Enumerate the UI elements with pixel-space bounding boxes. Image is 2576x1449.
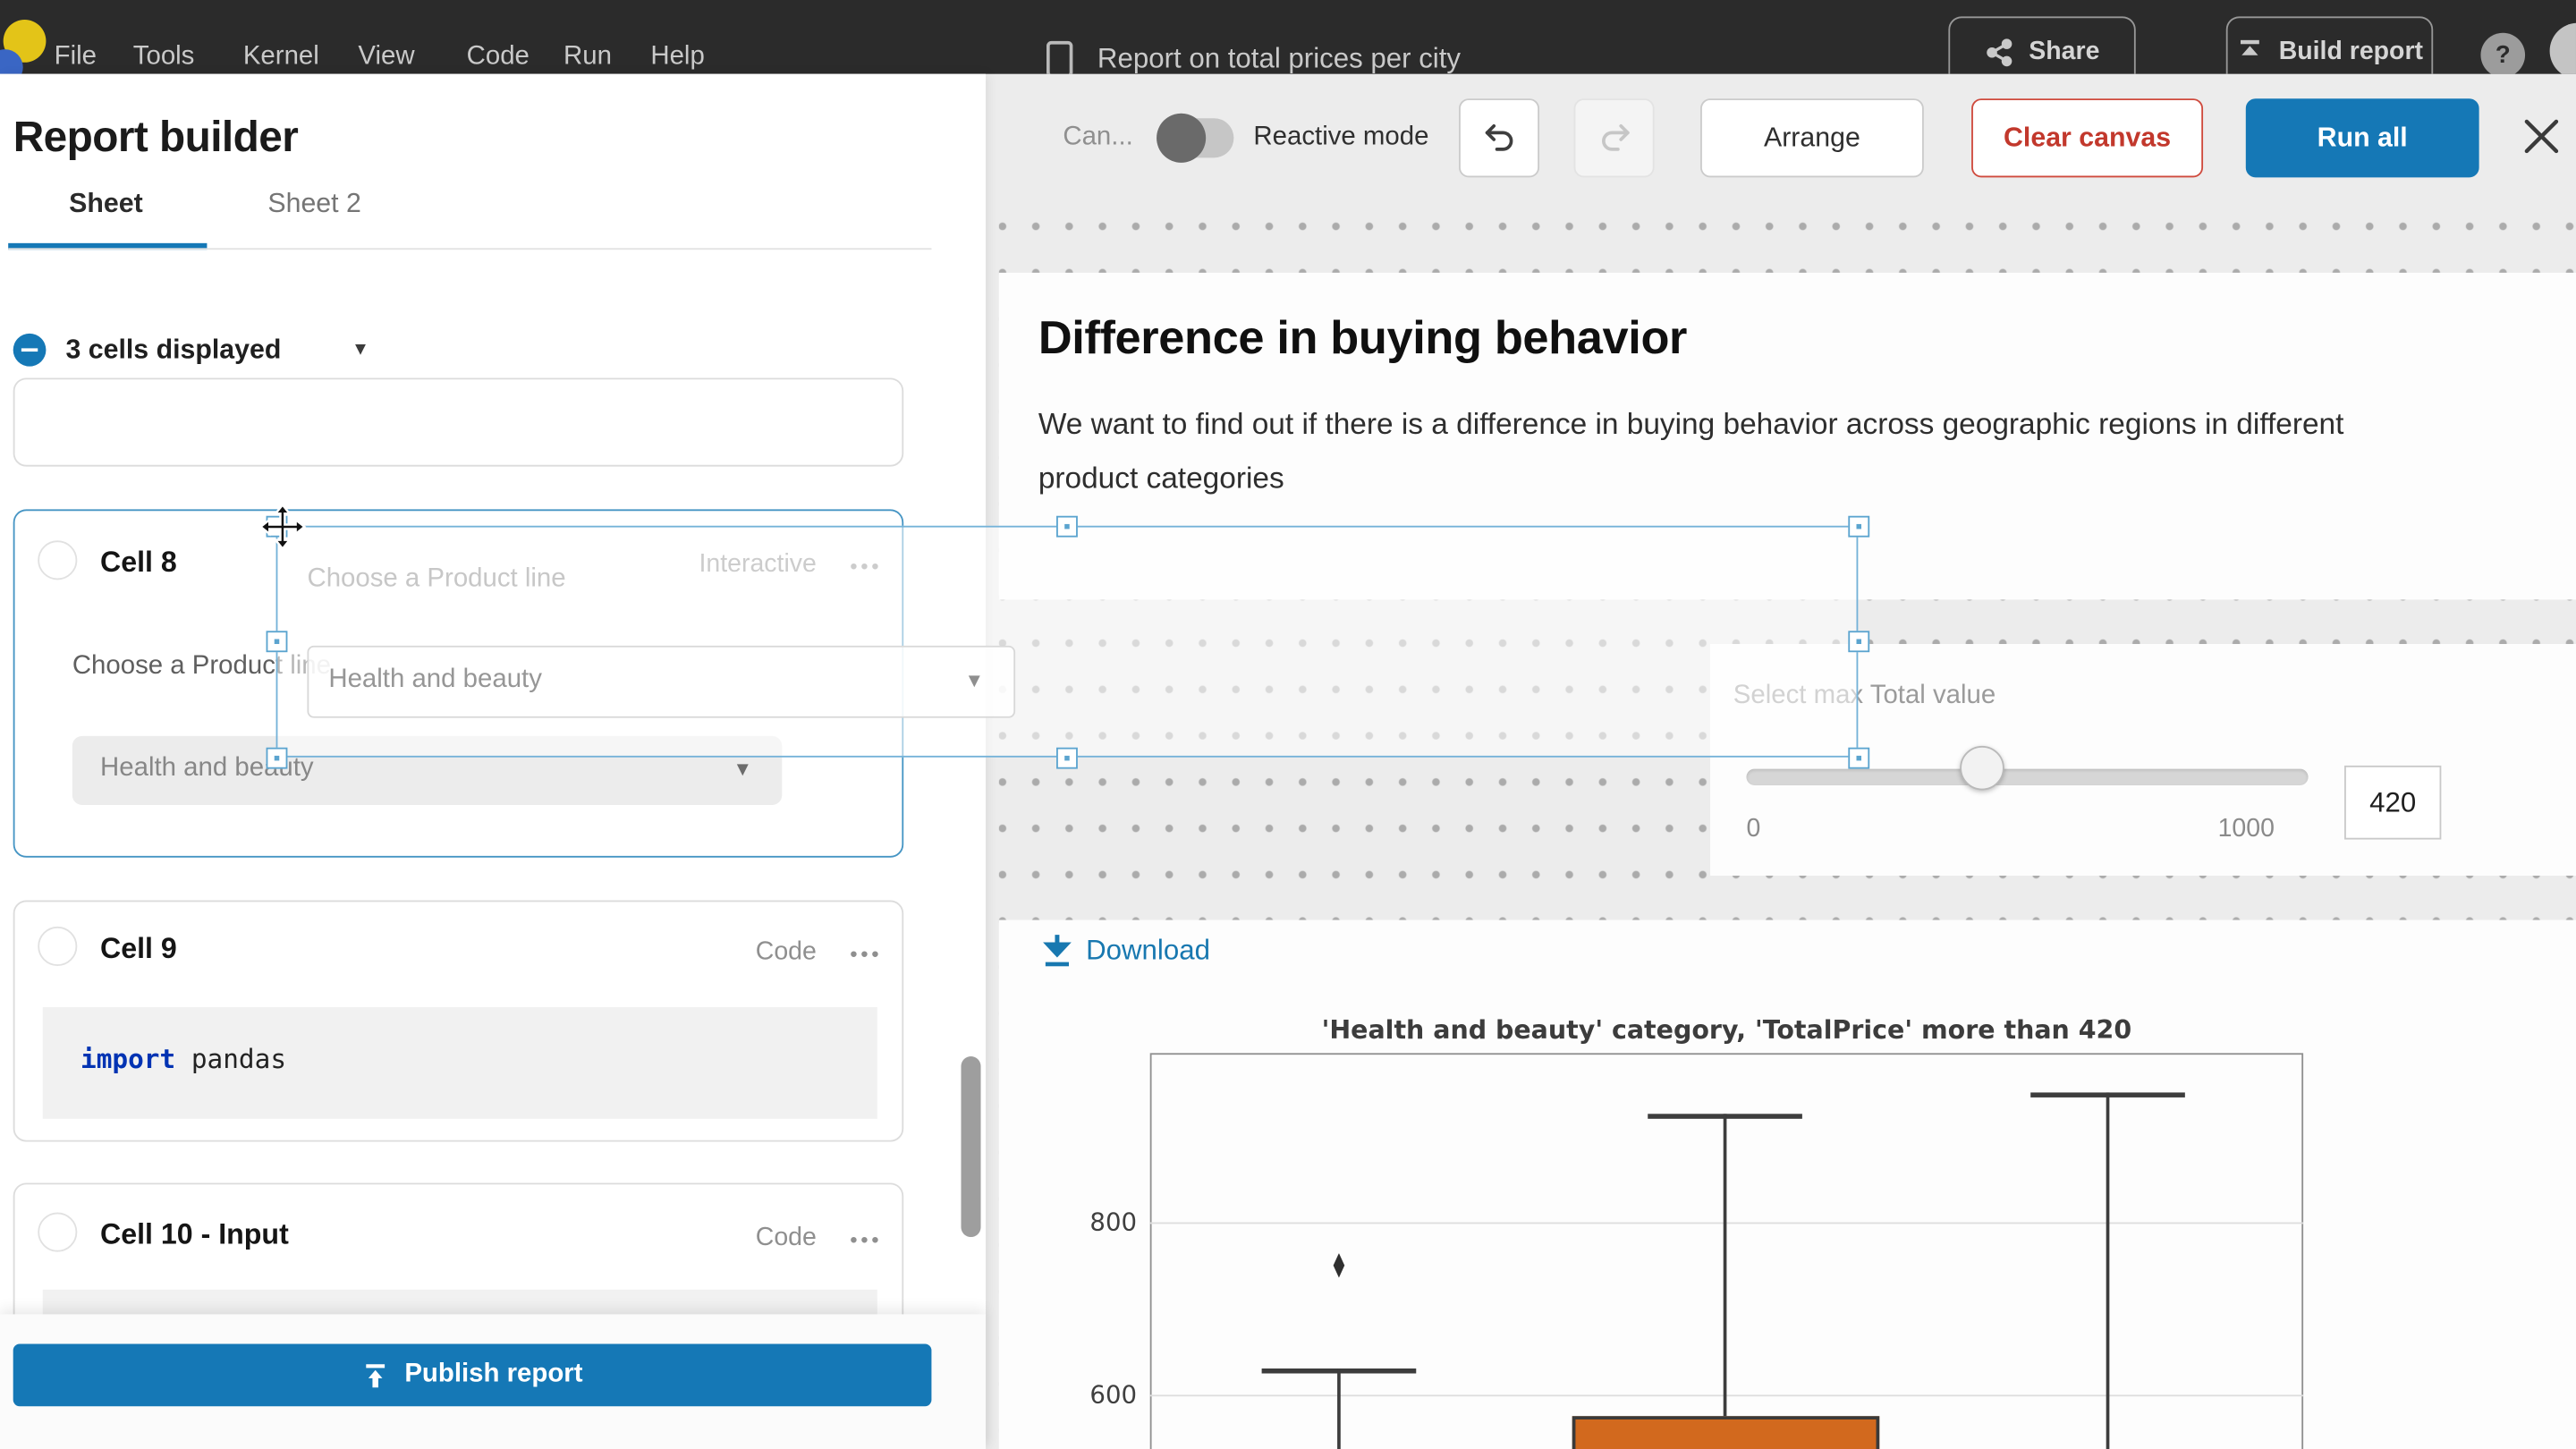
notebook-icon: [1046, 40, 1073, 74]
chevron-down-icon: ▼: [733, 757, 753, 781]
chevron-down-icon[interactable]: ▼: [352, 340, 370, 360]
selection-handle[interactable]: [1056, 746, 1078, 768]
menu-code[interactable]: Code: [466, 42, 530, 71]
cells-summary: 3 cells displayed: [65, 335, 282, 365]
redo-icon: [1601, 123, 1629, 151]
menu-kernel[interactable]: Kernel: [242, 42, 319, 71]
notebook-top-bar: File Tools Kernel View Code Run Help Report on…: [0, 0, 2576, 74]
chevron-down-icon: ▼: [964, 668, 985, 692]
code-text: pandas: [175, 1043, 287, 1075]
chart-widget[interactable]: [998, 919, 2576, 1449]
ytick-600: 600: [1089, 1379, 1138, 1410]
cell-10-checkbox[interactable]: [38, 1212, 78, 1252]
selection-handle[interactable]: [1847, 746, 1869, 768]
collapse-cells-icon[interactable]: [13, 333, 47, 367]
slider-track[interactable]: [1746, 768, 2309, 785]
download-icon: [1043, 935, 1072, 967]
ytick-800: 800: [1089, 1207, 1138, 1238]
menu-help[interactable]: Help: [650, 42, 705, 71]
arrange-button[interactable]: Arrange: [1700, 98, 1924, 178]
ghost-widget-label: Choose a Product line: [307, 564, 566, 594]
cell-9-code-block[interactable]: import pandas: [42, 1006, 877, 1119]
build-report-button[interactable]: Build report: [2225, 16, 2434, 74]
reactive-mode-label: Reactive mode: [1253, 123, 1429, 151]
whisker-line-1: [1336, 1368, 1342, 1449]
panel-title: Report builder: [13, 111, 299, 161]
box-2: [1571, 1416, 1879, 1449]
cell-10-title: Cell 10 - Input: [100, 1217, 289, 1250]
clear-canvas-button[interactable]: Clear canvas: [1971, 98, 2204, 178]
drag-selection-rect[interactable]: [275, 525, 1859, 758]
chart-title: 'Health and beauty' category, 'TotalPric…: [1321, 1015, 2132, 1046]
canvas-truncated-label: Can...: [1063, 123, 1133, 151]
cell-10-menu-icon[interactable]: •••: [850, 1227, 883, 1252]
ghost-dropdown[interactable]: Health and beauty ▼: [307, 645, 1016, 718]
publish-report-button[interactable]: Publish report: [13, 1343, 932, 1407]
code-keyword: import: [80, 1043, 176, 1075]
cell-8-title: Cell 8: [100, 545, 177, 579]
run-all-button[interactable]: Run all: [2245, 98, 2479, 178]
cell-9-menu-icon[interactable]: •••: [850, 941, 883, 966]
redo-button[interactable]: [1573, 98, 1655, 178]
reactive-mode-toggle-knob[interactable]: [1157, 113, 1207, 163]
publish-icon: [366, 1363, 386, 1387]
cell-9-checkbox[interactable]: [38, 926, 78, 966]
help-button[interactable]: ?: [2480, 32, 2526, 74]
report-builder-panel: Report builder Sheet Sheet 2 3 cells dis…: [0, 73, 987, 1449]
build-report-icon: [2241, 39, 2259, 55]
menu-file[interactable]: File: [54, 42, 97, 71]
publish-label: Publish report: [404, 1360, 583, 1389]
share-button[interactable]: Share: [1948, 16, 2136, 74]
plot-area: [1149, 1053, 2304, 1449]
active-tab-underline: [8, 242, 208, 250]
page-paragraph-line1: We want to find out if there is a differ…: [1038, 407, 2344, 441]
slider-handle[interactable]: [1960, 745, 2005, 791]
cell-9-type-badge: Code: [755, 937, 817, 966]
slider-max-label: 1000: [2217, 815, 2275, 843]
close-icon[interactable]: [2521, 115, 2563, 158]
selection-handle[interactable]: [1847, 631, 1869, 653]
panel-scrollbar[interactable]: [961, 1056, 981, 1238]
cell-9-title: Cell 9: [100, 931, 177, 965]
menu-tools[interactable]: Tools: [132, 42, 195, 71]
tab-sheet-2[interactable]: Sheet 2: [267, 189, 361, 219]
slider-min-label: 0: [1746, 815, 1761, 843]
undo-icon: [1484, 123, 1513, 151]
notebook-title: Report on total prices per city: [1097, 42, 1462, 74]
selection-handle[interactable]: [1056, 514, 1078, 537]
panel-footer: Publish report: [0, 1314, 987, 1449]
whisker-line-2: [1723, 1114, 1727, 1417]
ghost-dropdown-value: Health and beauty: [328, 665, 542, 694]
cell-card-9[interactable]: Cell 9 Code ••• import pandas: [13, 900, 904, 1142]
share-label: Share: [2029, 38, 2100, 66]
page-paragraph-line2: product categories: [1038, 462, 1284, 495]
undo-button[interactable]: [1459, 98, 1540, 178]
move-cursor-icon: [257, 503, 309, 555]
tab-divider: [8, 248, 932, 250]
cell-card-partial[interactable]: [13, 377, 904, 467]
cell-10-type-badge: Code: [755, 1224, 817, 1252]
share-icon: [1987, 38, 2012, 67]
page-title: Difference in buying behavior: [1038, 311, 1688, 365]
download-label: Download: [1086, 934, 1210, 966]
slider-value-input[interactable]: 420: [2344, 765, 2442, 840]
selection-handle[interactable]: [265, 631, 287, 653]
whisker-line-3: [2106, 1092, 2110, 1449]
avatar[interactable]: [2549, 22, 2576, 74]
menu-view[interactable]: View: [358, 42, 415, 71]
menu-run[interactable]: Run: [563, 42, 612, 71]
selection-handle[interactable]: [1847, 514, 1869, 537]
selection-handle[interactable]: [265, 746, 287, 768]
build-report-label: Build report: [2278, 38, 2424, 66]
download-link[interactable]: Download: [1041, 933, 1210, 968]
tab-sheet[interactable]: Sheet: [69, 189, 143, 219]
cell-8-checkbox[interactable]: [38, 540, 78, 580]
